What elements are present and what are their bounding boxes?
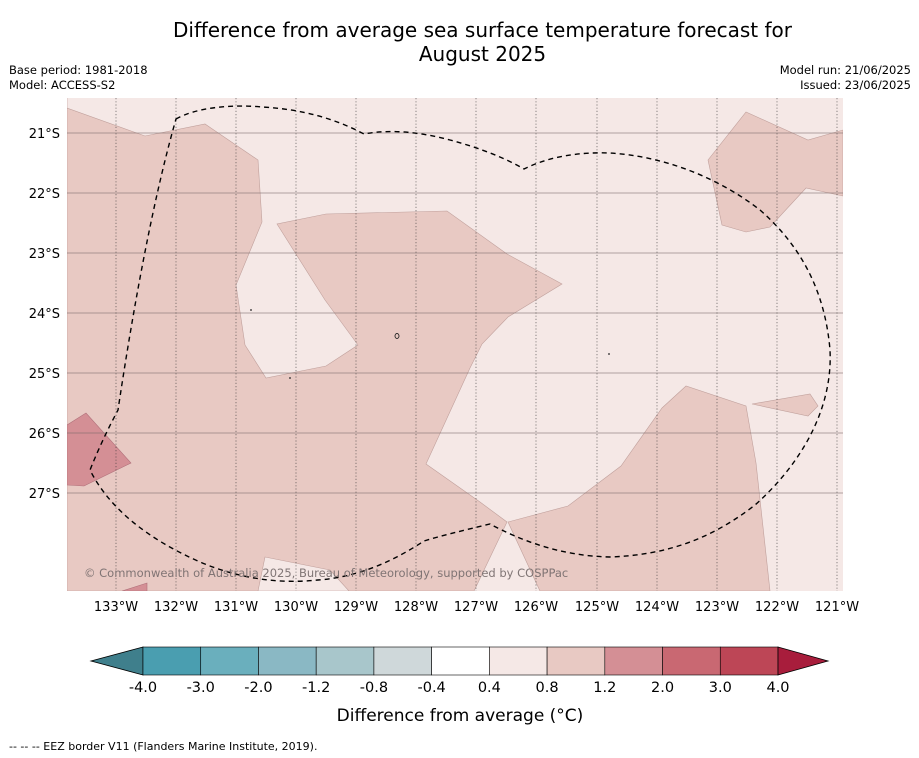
lon-label: 132°W xyxy=(154,600,198,615)
anomaly-region-west xyxy=(67,98,563,591)
issued-date: Issued: 23/06/2025 xyxy=(800,78,911,92)
colorbar-box xyxy=(604,646,663,676)
meta-right: Model run: 21/06/2025 Issued: 23/06/2025 xyxy=(780,63,911,93)
colorbar-box xyxy=(373,646,432,676)
lon-label: 126°W xyxy=(514,600,558,615)
lon-label: 127°W xyxy=(454,600,498,615)
island-marker-2 xyxy=(250,309,252,311)
lon-label: 130°W xyxy=(274,600,318,615)
colorbar-tick-label: -0.4 xyxy=(417,680,445,696)
lat-label: 23°S xyxy=(29,247,60,262)
colorbar-box xyxy=(662,646,721,676)
longitude-lines xyxy=(115,98,838,591)
colorbar-tick-label: 2.0 xyxy=(651,680,674,696)
graticule xyxy=(67,98,843,591)
model-name: Model: ACCESS-S2 xyxy=(9,78,116,92)
colorbar-tick-label: 1.2 xyxy=(593,680,616,696)
colorbar-tick-label: -4.0 xyxy=(129,680,157,696)
colorbar-box xyxy=(719,646,779,676)
colorbar-ticks: -4.0 -3.0 -2.0 -1.2 -0.8 -0.4 0.4 0.8 1.2 2.0 3.0 4… xyxy=(129,680,790,696)
lat-label: 22°S xyxy=(29,187,60,202)
map-figure: © Commonwealth of Australia 2025, Bureau… xyxy=(29,98,859,726)
colorbar-box xyxy=(431,646,490,676)
colorbar-extend-low xyxy=(89,646,144,676)
lon-label: 129°W xyxy=(334,600,378,615)
lon-label: 133°W xyxy=(94,600,138,615)
base-period: Base period: 1981-2018 xyxy=(9,63,148,77)
latitude-lines xyxy=(67,132,843,494)
chart-title: Difference from average sea surface temp… xyxy=(0,18,919,66)
lat-label: 27°S xyxy=(29,487,60,502)
lon-label: 122°W xyxy=(755,600,799,615)
lon-label: 131°W xyxy=(214,600,258,615)
sst-anomaly-fields xyxy=(67,98,843,591)
longitude-labels: 133°W 132°W 131°W 130°W 129°W 128°W 127°… xyxy=(94,600,859,615)
lat-label: 24°S xyxy=(29,307,60,322)
island-marker-1 xyxy=(394,333,400,339)
colorbar-tick-label: 0.4 xyxy=(478,680,501,696)
lon-label: 125°W xyxy=(575,600,619,615)
colorbar-tick-label: -2.0 xyxy=(244,680,272,696)
lat-label: 25°S xyxy=(29,367,60,382)
colorbar-box xyxy=(142,646,202,676)
model-run: Model run: 21/06/2025 xyxy=(779,63,911,77)
anomaly-region-southeast-small xyxy=(751,393,819,417)
colorbar-title: Difference from average (°C) xyxy=(337,706,584,726)
colorbar-box xyxy=(489,646,548,676)
colorbar-box xyxy=(315,646,375,676)
island-marker-4 xyxy=(608,353,610,355)
lat-label: 21°S xyxy=(29,127,60,142)
colorbar-extend-high xyxy=(777,646,830,676)
colorbar-tick-label: -0.8 xyxy=(360,680,388,696)
lon-label: 124°W xyxy=(635,600,679,615)
title-line-1: Difference from average sea surface temp… xyxy=(172,18,792,42)
anomaly-pocket-south xyxy=(257,556,350,591)
colorbar-box xyxy=(200,646,259,676)
copyright-notice: © Commonwealth of Australia 2025, Bureau… xyxy=(84,566,568,580)
eez-border xyxy=(89,105,831,582)
latitude-labels: 21°S 22°S 23°S 24°S 25°S 26°S 27°S xyxy=(29,127,60,502)
anomaly-warm-south xyxy=(121,582,148,591)
anomaly-region-northeast xyxy=(707,111,843,233)
colorbar-boxes xyxy=(89,646,830,676)
colorbar-box xyxy=(546,646,606,676)
colorbar-tick-label: 3.0 xyxy=(709,680,732,696)
lon-label: 121°W xyxy=(815,600,859,615)
colorbar: -4.0 -3.0 -2.0 -1.2 -0.8 -0.4 0.4 0.8 1.2 2.0 3.0 4… xyxy=(89,646,830,726)
island-marker-3 xyxy=(289,377,291,379)
map-panel: © Commonwealth of Australia 2025, Bureau… xyxy=(67,98,843,591)
lon-label: 123°W xyxy=(695,600,739,615)
lon-label: 128°W xyxy=(394,600,438,615)
colorbar-tick-label: -1.2 xyxy=(302,680,330,696)
colorbar-tick-label: 4.0 xyxy=(766,680,789,696)
eez-footnote: -- -- -- EEZ border V11 (Flanders Marine… xyxy=(9,740,318,753)
colorbar-box xyxy=(258,646,317,676)
colorbar-tick-label: 0.8 xyxy=(536,680,559,696)
lat-label: 26°S xyxy=(29,427,60,442)
colorbar-tick-label: -3.0 xyxy=(187,680,215,696)
meta-left: Base period: 1981-2018 Model: ACCESS-S2 xyxy=(9,63,148,93)
title-line-2: August 2025 xyxy=(418,42,547,66)
anomaly-region-southeast xyxy=(507,385,771,591)
